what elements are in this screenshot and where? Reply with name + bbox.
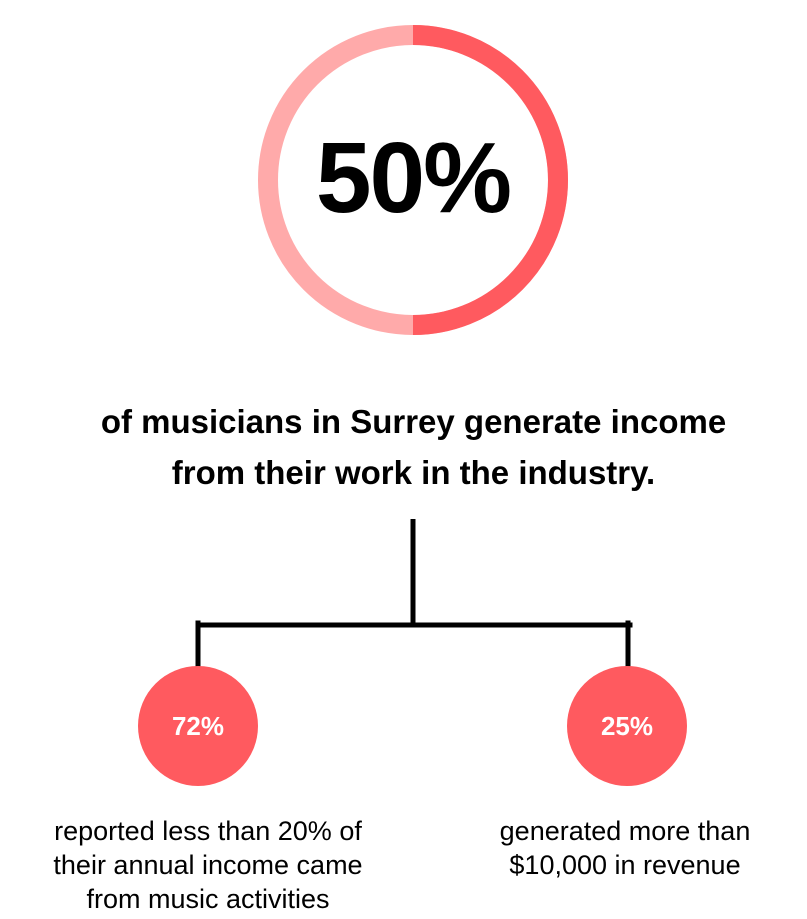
desc-right-line-1: generated more than: [443, 814, 807, 848]
desc-left-line-2: their annual income came: [8, 848, 408, 882]
stat-description-right: generated more than $10,000 in revenue: [443, 814, 807, 882]
stat-circle-72: 72%: [138, 666, 258, 786]
stat-description-left: reported less than 20% of their annual i…: [8, 814, 408, 916]
connector-lines: [198, 519, 630, 667]
desc-left-line-3: from music activities: [8, 882, 408, 916]
headline-line-1: of musicians in Surrey generate income: [20, 396, 807, 447]
main-percentage: 50%: [243, 128, 583, 228]
headline-text: of musicians in Surrey generate income f…: [20, 396, 807, 498]
headline-line-2: from their work in the industry.: [20, 447, 807, 498]
branch-connector: [0, 519, 807, 669]
desc-right-line-2: $10,000 in revenue: [443, 848, 807, 882]
stat-circle-25: 25%: [567, 666, 687, 786]
desc-left-line-1: reported less than 20% of: [8, 814, 408, 848]
